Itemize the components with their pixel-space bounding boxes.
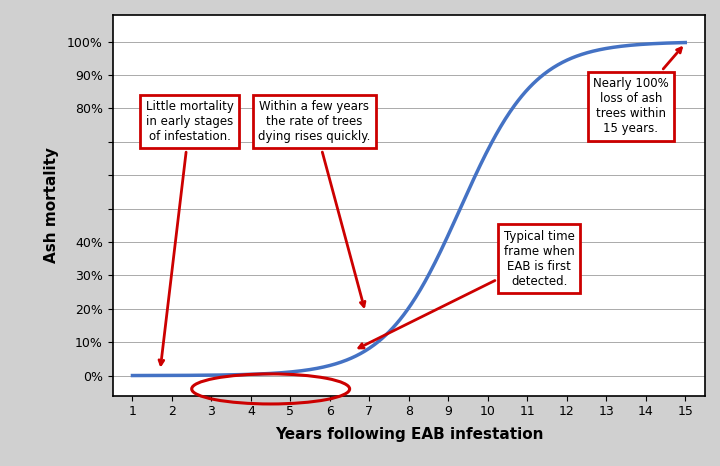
X-axis label: Years following EAB infestation: Years following EAB infestation	[274, 427, 543, 442]
Y-axis label: Ash mortality: Ash mortality	[44, 147, 59, 263]
Text: Within a few years
the rate of trees
dying rises quickly.: Within a few years the rate of trees dyi…	[258, 100, 370, 307]
Text: Nearly 100%
loss of ash
trees within
15 years.: Nearly 100% loss of ash trees within 15 …	[593, 48, 681, 135]
Text: Typical time
frame when
EAB is first
detected.: Typical time frame when EAB is first det…	[359, 230, 575, 348]
Text: Little mortality
in early stages
of infestation.: Little mortality in early stages of infe…	[145, 100, 234, 365]
